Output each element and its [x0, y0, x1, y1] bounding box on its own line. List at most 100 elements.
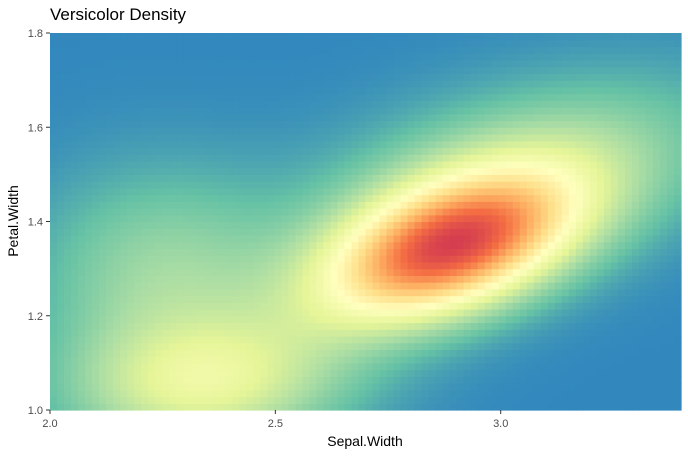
heatmap-cell — [358, 107, 367, 115]
heatmap-cell — [666, 100, 675, 108]
heatmap-cell — [204, 349, 212, 357]
heatmap-cell — [596, 248, 605, 256]
heatmap-cell — [666, 167, 675, 175]
heatmap-cell — [582, 349, 591, 357]
heatmap-cell — [246, 53, 254, 61]
heatmap-cell — [274, 349, 282, 357]
heatmap-cell — [225, 288, 233, 297]
heatmap-cell — [316, 335, 325, 344]
heatmap-cell — [141, 261, 149, 270]
heatmap-cell — [645, 282, 654, 290]
heatmap-cell — [260, 93, 268, 101]
heatmap-cell — [190, 181, 198, 189]
heatmap-cell — [428, 342, 437, 351]
heatmap-cell — [85, 214, 93, 223]
heatmap-cell — [267, 53, 275, 61]
heatmap-cell — [491, 127, 500, 135]
heatmap-cell — [176, 33, 184, 41]
heatmap-cell — [505, 241, 514, 250]
heatmap-cell — [225, 389, 233, 398]
heatmap-cell — [211, 194, 219, 202]
heatmap-cell — [589, 113, 598, 122]
heatmap-cell — [85, 248, 93, 256]
heatmap-cell — [337, 113, 346, 122]
heatmap-cell — [393, 342, 402, 351]
heatmap-cell — [344, 214, 353, 223]
heatmap-cell — [666, 396, 675, 404]
heatmap-cell — [477, 127, 486, 135]
heatmap-cell — [386, 329, 395, 337]
heatmap-cell — [211, 403, 219, 411]
heatmap-cell — [316, 66, 325, 74]
heatmap-cell — [190, 228, 198, 236]
heatmap-cell — [470, 160, 479, 169]
heatmap-cell — [344, 160, 353, 169]
heatmap-cell — [547, 389, 556, 398]
heatmap-cell — [477, 140, 486, 149]
heatmap-cell — [589, 248, 598, 256]
heatmap-cell — [533, 288, 542, 297]
heatmap-cell — [141, 268, 149, 276]
heatmap-cell — [78, 248, 86, 256]
heatmap-cell — [470, 275, 479, 283]
heatmap-cell — [92, 66, 100, 74]
heatmap-cell — [463, 46, 472, 54]
heatmap-cell — [316, 113, 325, 122]
heatmap-cell — [316, 194, 325, 202]
heatmap-cell — [400, 403, 409, 411]
heatmap-cell — [141, 187, 149, 196]
heatmap-cell — [645, 403, 654, 411]
heatmap-cell — [246, 167, 254, 175]
heatmap-cell — [120, 147, 128, 155]
heatmap-cell — [302, 86, 311, 95]
heatmap-cell — [659, 100, 668, 108]
heatmap-cell — [253, 255, 261, 263]
heatmap-cell — [519, 59, 528, 68]
heatmap-cell — [246, 369, 254, 377]
heatmap-cell — [498, 329, 507, 337]
heatmap-cell — [183, 335, 191, 344]
heatmap-cell — [421, 66, 430, 74]
heatmap-cell — [351, 86, 360, 95]
heatmap-cell — [204, 107, 212, 115]
heatmap-cell — [218, 383, 226, 391]
heatmap-cell — [309, 107, 318, 115]
heatmap-cell — [414, 194, 423, 202]
heatmap-cell — [253, 167, 261, 175]
heatmap-cell — [239, 322, 247, 330]
heatmap-cell — [533, 248, 542, 256]
heatmap-cell — [337, 403, 346, 411]
heatmap-cell — [407, 329, 416, 337]
heatmap-cell — [50, 39, 58, 48]
heatmap-cell — [295, 302, 303, 310]
heatmap-cell — [449, 201, 458, 209]
heatmap-cell — [484, 275, 493, 283]
heatmap-cell — [554, 329, 563, 337]
heatmap-cell — [127, 66, 135, 74]
heatmap-cell — [589, 234, 598, 243]
heatmap-cell — [288, 39, 296, 48]
heatmap-cell — [666, 221, 675, 229]
heatmap-cell — [358, 288, 367, 297]
heatmap-cell — [421, 214, 430, 223]
heatmap-cell — [337, 154, 346, 162]
heatmap-cell — [190, 154, 198, 162]
heatmap-cell — [575, 315, 584, 324]
heatmap-cell — [323, 80, 332, 88]
heatmap-cell — [596, 362, 605, 371]
heatmap-cell — [652, 228, 661, 236]
heatmap-cell — [99, 234, 107, 243]
heatmap-cell — [309, 403, 318, 411]
heatmap-cell — [358, 349, 367, 357]
heatmap-cell — [309, 255, 318, 263]
heatmap-cell — [456, 86, 465, 95]
heatmap-cell — [659, 389, 668, 398]
heatmap-cell — [533, 221, 542, 229]
heatmap-cell — [274, 33, 282, 41]
heatmap-cell — [204, 315, 212, 324]
heatmap-cell — [337, 295, 346, 303]
heatmap-cell — [134, 275, 142, 283]
heatmap-cell — [617, 174, 626, 182]
heatmap-cell — [540, 73, 549, 81]
heatmap-cell — [127, 59, 135, 68]
